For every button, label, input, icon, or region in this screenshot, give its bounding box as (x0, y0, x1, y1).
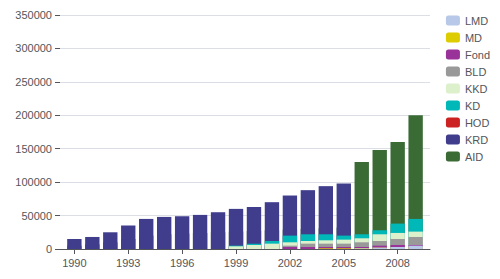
svg-text:KD: KD (465, 100, 480, 112)
svg-text:1990: 1990 (62, 257, 86, 269)
svg-text:2008: 2008 (385, 257, 409, 269)
svg-text:AID: AID (465, 151, 483, 163)
svg-text:300000: 300000 (15, 42, 52, 54)
svg-text:2002: 2002 (278, 257, 302, 269)
svg-text:KRD: KRD (465, 134, 488, 146)
svg-text:1993: 1993 (116, 257, 140, 269)
svg-text:50000: 50000 (21, 210, 52, 222)
svg-text:BLD: BLD (465, 66, 486, 78)
svg-text:LMD: LMD (465, 15, 488, 27)
svg-text:1996: 1996 (170, 257, 194, 269)
svg-text:HOD: HOD (465, 117, 490, 129)
svg-text:100000: 100000 (15, 176, 52, 188)
svg-text:MD: MD (465, 32, 482, 44)
svg-text:2005: 2005 (332, 257, 356, 269)
svg-text:250000: 250000 (15, 76, 52, 88)
svg-text:1999: 1999 (224, 257, 248, 269)
svg-text:350000: 350000 (15, 9, 52, 21)
svg-text:0: 0 (46, 243, 52, 255)
svg-text:150000: 150000 (15, 143, 52, 155)
svg-text:200000: 200000 (15, 109, 52, 121)
svg-text:KKD: KKD (465, 83, 488, 95)
svg-text:Fond: Fond (465, 49, 490, 61)
